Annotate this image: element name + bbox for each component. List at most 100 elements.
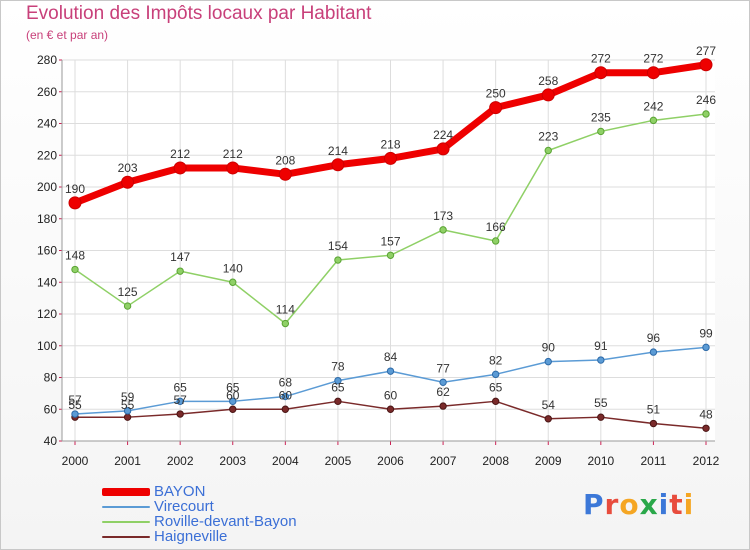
data-point [491,397,500,406]
grid-lines [62,59,715,442]
data-label: 68 [279,376,293,390]
legend-label-virecourt: Virecourt [154,498,214,515]
x-tick-label: 2000 [62,454,89,468]
data-point [594,66,608,80]
y-tick-label: 280 [37,53,57,67]
data-label: 272 [643,52,663,66]
data-point [436,142,450,156]
data-point [439,402,447,410]
data-point [541,88,555,102]
legend-swatch-bayon [102,488,150,496]
data-point [384,151,397,165]
y-tick-label: 140 [37,275,57,289]
data-label: 65 [331,380,345,394]
data-label: 59 [121,390,135,404]
logo-letter: o [619,488,640,521]
data-point [702,424,710,432]
x-tick-label: 2011 [641,454,667,468]
legend-swatch-haigneville [102,536,150,538]
data-point [646,66,660,80]
data-label: 212 [170,147,190,161]
legend-label-bayon: BAYON [154,483,206,500]
data-label: 166 [486,220,506,234]
x-tick-label: 2007 [430,454,457,468]
data-label: 125 [118,285,138,299]
data-point [281,392,290,401]
data-point [649,116,658,125]
data-point [544,415,552,423]
data-point [71,410,79,418]
data-point [699,58,713,72]
data-label: 208 [275,153,295,167]
data-label: 242 [643,99,663,113]
data-label: 54 [542,398,556,412]
x-tick-label: 2012 [693,454,720,468]
data-label: 65 [226,380,240,394]
data-point [544,146,552,155]
data-label: 212 [223,147,243,161]
data-label: 55 [594,396,608,410]
data-label: 51 [647,403,661,417]
chart-title: Evolution des Impôts locaux par Habitant [26,3,372,24]
data-label: 60 [384,388,398,402]
data-label: 57 [173,393,187,407]
data-point [386,405,395,413]
data-label: 55 [68,398,82,412]
data-label: 114 [276,303,295,317]
logo-letter: i [658,488,670,521]
data-point [229,397,237,406]
data-label: 90 [542,341,556,355]
data-label: 157 [380,234,400,248]
x-tick-label: 2010 [587,454,614,468]
data-label: 60 [226,388,240,402]
data-point [334,256,342,264]
data-label: 250 [486,87,506,101]
x-tick-label: 2002 [167,454,194,468]
data-point [281,405,290,413]
y-tick-label: 240 [37,117,57,131]
y-tick-label: 260 [37,85,57,99]
data-point [176,410,184,418]
x-tick-label: 2005 [325,454,352,468]
data-label: 77 [436,361,450,375]
data-label: 154 [328,239,348,253]
data-point [331,158,345,172]
data-point [597,413,605,421]
axes: 40 60 80 100 120 140 160 180 200 220 240 260 280 2000… [37,53,720,468]
data-point [176,397,184,406]
y-tick-label: 40 [44,434,58,448]
data-label: 148 [65,249,85,263]
proxiti-logo: Proxiti [583,488,694,521]
x-tick-label: 2001 [114,454,141,468]
data-label: 62 [436,385,450,399]
data-point [491,237,500,245]
legend-label-roville: Roville-devant-Bayon [154,513,297,530]
logo-letter: t [669,488,684,521]
data-point [489,101,503,115]
data-point [123,407,132,415]
data-point [649,419,658,428]
data-point [334,397,342,406]
data-label: 96 [647,331,661,345]
data-point [702,343,710,352]
data-label: 78 [331,360,345,374]
line-chart: 40 60 80 100 120 140 160 180 200 220 240 260 280 2000… [37,44,720,468]
data-point [386,251,395,259]
logo-letter: P [583,488,605,521]
data-point [597,356,605,364]
data-label: 223 [538,129,558,143]
data-point [386,367,395,375]
data-point [229,278,237,286]
data-label: 272 [591,52,611,66]
data-label: 203 [118,161,138,175]
data-point [649,348,658,356]
data-label: 173 [433,209,453,223]
data-label: 140 [223,261,243,275]
data-label: 60 [279,388,293,402]
series-lines [68,58,713,432]
data-point [702,110,710,118]
data-label: 55 [121,398,135,412]
x-tick-label: 2003 [219,454,246,468]
data-label: 91 [594,339,608,353]
